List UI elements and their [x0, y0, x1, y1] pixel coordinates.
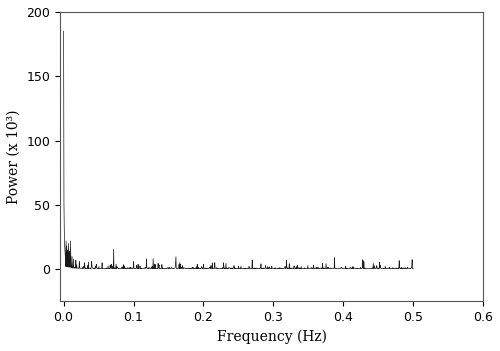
- X-axis label: Frequency (Hz): Frequency (Hz): [216, 330, 326, 344]
- Y-axis label: Power (x 10³): Power (x 10³): [7, 110, 21, 204]
